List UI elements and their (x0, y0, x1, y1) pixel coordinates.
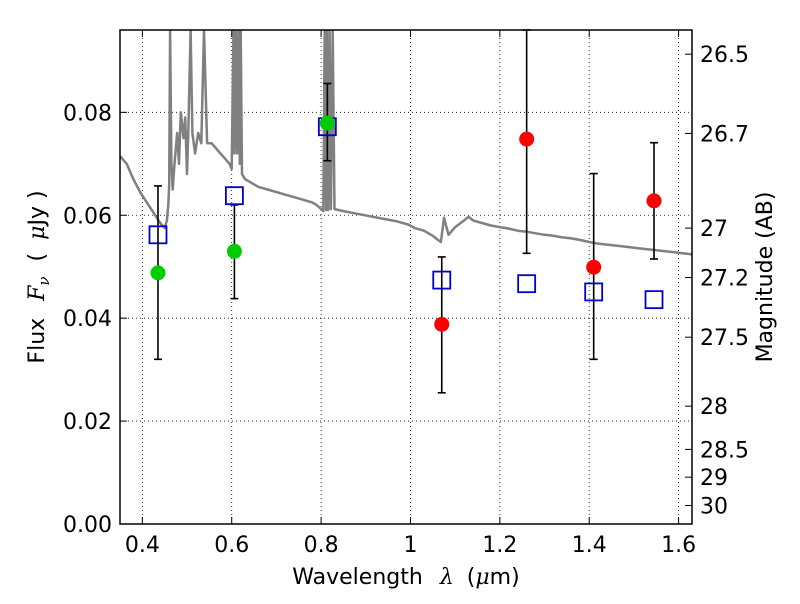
y-axis-label-symbol: F (25, 285, 50, 302)
x-axis-label-prefix: Wavelength (292, 565, 423, 590)
x-tick-label: 1.4 (572, 533, 607, 558)
model-spectrum-line (120, 30, 692, 256)
x-tick-label: 1.6 (661, 533, 696, 558)
x-axis-label-unit-open: ( (467, 565, 476, 590)
circle-marker (150, 265, 166, 281)
markers-layer (148, 115, 664, 332)
x-tick-label: 0.6 (214, 533, 249, 558)
y-tick-label: 0.00 (63, 513, 112, 538)
y2-tick-label: 30 (700, 494, 728, 519)
square-marker (517, 274, 537, 294)
y-axis-label-symbol-sub: ν (35, 276, 53, 285)
y-axis-ticks: 0.00 0.02 0.04 0.06 0.08 (63, 101, 127, 538)
circle-marker (319, 115, 335, 131)
y2-tick-label: 28 (700, 395, 728, 420)
y-axis-label-unit-open: ( (25, 253, 50, 262)
y2-tick-label: 27 (700, 217, 728, 242)
square-marker (644, 290, 664, 310)
x-axis-ticks: 0.4 0.6 0.8 1 1.2 1.4 1.6 (125, 30, 696, 558)
x-axis-label-unit-rest: m) (490, 565, 520, 590)
square-marker (224, 186, 244, 206)
y2-axis-label: Magnitude (AB) (753, 192, 778, 363)
plot-frame (119, 29, 693, 525)
square-marker (148, 225, 168, 245)
y-axis-label-unit-rest: Jy ) (25, 190, 50, 227)
x-tick-label: 1.2 (482, 533, 517, 558)
x-axis-label: Wavelength λ (μm) (292, 565, 519, 590)
y2-tick-label: 27.5 (700, 326, 749, 351)
y-axis-label-unit-mu: μ (25, 226, 50, 240)
y2-tick-label: 29 (700, 466, 728, 491)
x-tick-label: 0.4 (125, 533, 160, 558)
x-tick-label: 1 (403, 533, 417, 558)
model-spectrum-layer (120, 30, 692, 256)
x-axis-label-symbol: λ (439, 565, 454, 590)
y-tick-label: 0.08 (63, 101, 112, 126)
circle-marker (519, 131, 535, 147)
y-tick-label: 0.04 (63, 307, 112, 332)
y-axis-label-prefix: Flux (25, 318, 50, 364)
circle-marker (434, 316, 450, 332)
circle-marker (226, 243, 242, 259)
y2-tick-label: 26.5 (700, 43, 749, 68)
y2-tick-label: 27.2 (700, 267, 749, 292)
y-tick-label: 0.06 (63, 204, 112, 229)
x-tick-label: 0.8 (304, 533, 339, 558)
square-marker (584, 282, 604, 302)
circle-marker (586, 259, 602, 275)
y2-tick-label: 26.7 (700, 122, 749, 147)
y-axis-label: Flux Fν ( μJy ) (25, 190, 55, 363)
square-marker (432, 270, 452, 290)
error-bars-layer (153, 29, 659, 394)
y2-axis-ticks: 26.5 26.7 27 27.2 27.5 28 28.5 29 30 (685, 43, 749, 519)
circle-marker (646, 193, 662, 209)
y2-tick-label: 28.5 (700, 438, 749, 463)
y-tick-label: 0.02 (63, 410, 112, 435)
x-axis-label-unit-mu: μ (475, 565, 489, 590)
